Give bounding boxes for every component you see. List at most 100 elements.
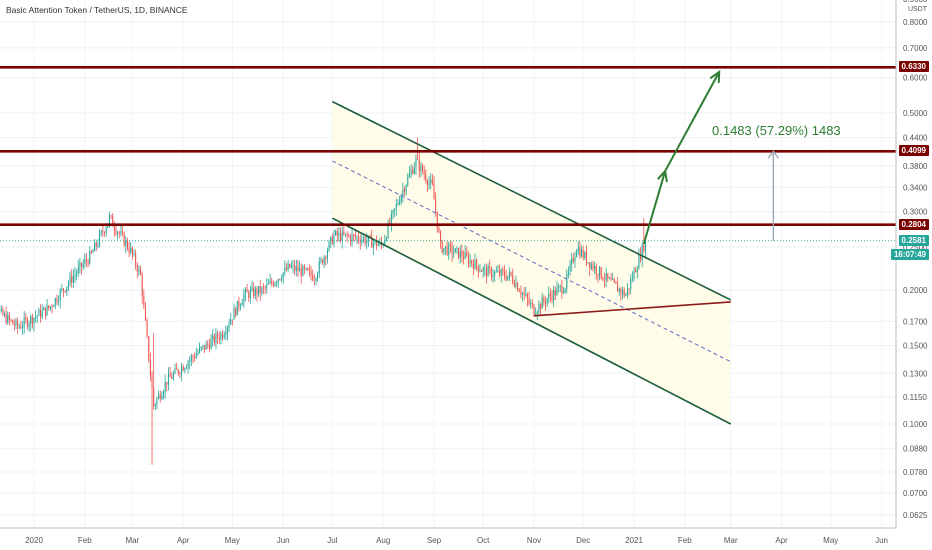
candle-body — [613, 279, 615, 282]
candle-body — [221, 333, 224, 338]
candle-body — [415, 158, 417, 168]
candle-body — [364, 237, 366, 244]
candle-body — [330, 236, 332, 242]
candle-body — [361, 239, 363, 243]
candle-body — [12, 320, 14, 324]
candle-body — [490, 268, 492, 277]
time-axis[interactable]: 2020 Feb Mar Apr May Jun Jul Aug Sep Oct Nov Dec 202… — [25, 536, 888, 545]
candle-body — [554, 289, 556, 296]
candle-body — [308, 270, 310, 272]
candle-body — [294, 265, 296, 271]
candle-body — [190, 356, 192, 361]
candle-body — [482, 268, 484, 272]
candle-body — [95, 242, 97, 247]
candle-body — [195, 354, 197, 359]
candle-body — [321, 259, 324, 264]
candle-body — [440, 231, 442, 242]
time-tick-label: Feb — [78, 536, 92, 545]
projection-arrow-2[interactable] — [664, 71, 721, 172]
candle-body — [166, 381, 168, 385]
candle-body — [479, 270, 481, 272]
candle-body — [20, 326, 22, 329]
candle-body — [269, 281, 271, 284]
channel-fill — [332, 101, 731, 425]
candle-body — [389, 222, 391, 224]
candle-body — [446, 246, 448, 255]
time-tick-label: Aug — [376, 536, 390, 545]
candle-body — [344, 233, 347, 235]
candle-body — [56, 298, 58, 303]
candle-body — [558, 286, 560, 288]
candle-body — [477, 265, 479, 272]
candle-body — [249, 290, 251, 299]
candle-body — [143, 296, 145, 306]
candle-body — [64, 290, 66, 292]
candle-body — [625, 295, 627, 296]
candle-body — [156, 398, 158, 405]
candle-body — [133, 253, 135, 255]
candle-body — [292, 265, 294, 267]
candle-body — [220, 333, 222, 340]
time-tick-label: Jun — [277, 536, 290, 545]
candle-body — [505, 276, 507, 280]
level-price-label: 0.4099 — [898, 145, 929, 157]
price-tick-label: 0.4400 — [903, 134, 928, 143]
time-tick-label: 2021 — [625, 536, 643, 545]
channel-lower-line[interactable] — [331, 217, 732, 425]
candle-body — [181, 366, 183, 374]
candle-body — [253, 287, 255, 297]
candle-body — [117, 232, 119, 234]
candle-body — [205, 343, 207, 350]
price-tick-label: 0.8000 — [903, 18, 928, 27]
candle-body — [49, 306, 51, 309]
projection-arrow-1[interactable] — [642, 170, 667, 245]
price-tick-label: 0.2000 — [903, 286, 928, 295]
candle-body — [512, 274, 514, 283]
price-tick-label: 0.1700 — [903, 317, 928, 326]
candle-body — [377, 244, 379, 247]
candle-body — [331, 236, 333, 245]
candle-body — [8, 314, 10, 320]
candle-body — [310, 270, 312, 276]
candle-body — [192, 356, 194, 358]
support-trend-line[interactable] — [533, 301, 731, 317]
channel-middle-line[interactable] — [332, 160, 731, 363]
candle-body — [223, 335, 225, 338]
time-tick-label: Apr — [177, 536, 190, 545]
candle-body — [595, 266, 597, 274]
candle-body — [531, 303, 533, 305]
countdown-label: 16:07:49 — [890, 248, 929, 260]
candle-body — [23, 317, 25, 327]
candle-body — [500, 269, 502, 276]
channel-upper-line[interactable] — [332, 100, 732, 301]
candle-body — [467, 255, 469, 264]
candle-body — [62, 288, 65, 291]
price-tick-label: 0.1500 — [903, 342, 928, 351]
price-tick-label: 0.5000 — [903, 109, 928, 118]
candle-body — [546, 298, 548, 304]
candle-body — [353, 234, 355, 236]
candle-body — [538, 303, 540, 312]
candle-body — [589, 262, 591, 269]
candle-body — [523, 293, 525, 295]
candle-body — [362, 237, 365, 240]
candle-body — [590, 264, 592, 269]
candle-body — [572, 258, 574, 262]
candle-body — [36, 315, 38, 317]
candle-body — [10, 319, 12, 321]
candle-body — [243, 294, 245, 303]
candle-body — [210, 339, 212, 349]
currency-label: USDT — [908, 6, 928, 13]
level-price-label: 0.6330 — [898, 61, 929, 73]
candle-body — [0, 308, 2, 311]
candle-body — [182, 366, 184, 371]
candle-body — [31, 316, 33, 325]
candle-body — [349, 236, 351, 242]
candle-body — [71, 275, 73, 283]
candle-body — [530, 303, 532, 304]
last-price-label: 0.2581 — [898, 234, 929, 246]
time-tick-label: Mar — [724, 536, 738, 545]
candle-body — [2, 308, 4, 315]
price-axis[interactable]: 0.9000 0.8000 0.7000 0.6000 0.5000 0.4400 0.38… — [903, 0, 928, 520]
